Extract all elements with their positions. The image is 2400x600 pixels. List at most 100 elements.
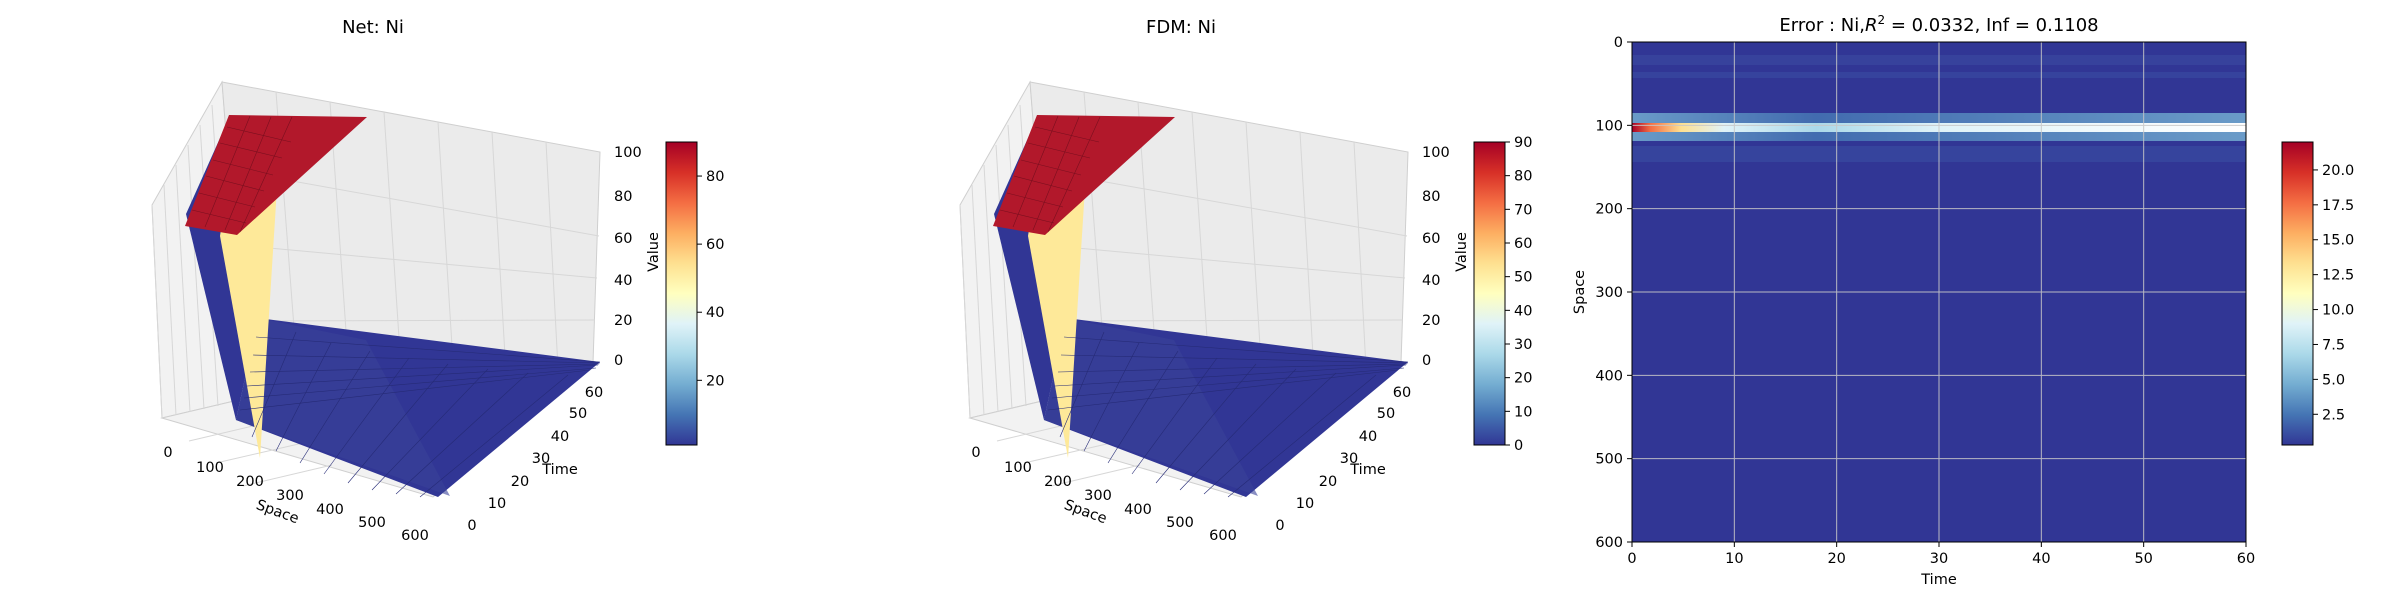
z-tick-label: 40 [1422,273,1440,289]
y-tick-label: 40 [551,429,569,445]
colorbar-ticks: 0 10 20 30 40 50 60 70 80 90 [1505,135,1532,454]
colorbar-tick-label: 12.5 [2322,268,2354,284]
floor-mesh-lines [239,331,601,498]
z-tick-label: 0 [614,353,623,369]
surface-mesh [185,115,601,498]
x-tick-label: 300 [276,488,304,504]
colorbar-tick-label: 60 [706,237,724,253]
y-tick-label: 30 [532,451,550,467]
y-tick-label: 40 [1359,429,1377,445]
x-axis-label: Time [1920,572,1957,588]
colorbar-tick-label: 10.0 [2322,303,2354,319]
z-tick-label: 80 [614,189,632,205]
y-tick-label: 0 [1614,35,1623,51]
colorbar: 2.5 5.0 7.5 10.0 12.5 15.0 17.5 20.0 [2281,141,2354,446]
x-tick-label: 300 [1084,488,1112,504]
colorbar-tick-label: 50 [1514,270,1532,286]
colorbar-tick-label: 90 [1514,135,1532,151]
x-tick-label: 500 [358,515,386,531]
colorbar-tick-label: 20 [706,373,724,389]
colorbar-gradient [2281,141,2314,446]
x-tick-label: 400 [1124,502,1152,518]
z-tick-label: 100 [614,145,642,161]
colorbar-tick-label: 30 [1514,337,1532,353]
colorbar-tick-label: 80 [1514,169,1532,185]
y-tick-label: 20 [511,474,529,490]
y-tick-label: 100 [1595,118,1623,134]
z-tick-label: 60 [1422,231,1440,247]
surface-shade [236,318,450,496]
x-tick-label: 20 [1827,551,1845,567]
x-tick-label: 600 [401,528,429,544]
surface-top [993,115,1175,235]
x-tick-label: 40 [2032,551,2050,567]
y-tick-label: 50 [569,406,587,422]
z-tick-label: 20 [614,313,632,329]
z-tick-label: 80 [1422,189,1440,205]
colorbar-tick-label: 20.0 [2322,163,2354,179]
chart-title: Error : Ni,R2 = 0.0332, Inf = 0.1108 [1779,13,2098,36]
x-tick-label: 200 [1044,474,1072,490]
y-axis: 0 10 20 30 40 50 60 Time [1275,385,1411,534]
top-mesh-lines [191,115,293,233]
colorbar-tick-label: 70 [1514,202,1532,218]
colorbar-tick-label: 5.0 [2322,372,2345,388]
colorbar-tick-label: 0 [1514,438,1523,454]
z-tick-label: 20 [1422,313,1440,329]
x-tick-label: 0 [971,445,980,461]
z-tick-label: 0 [1422,353,1431,369]
x-axis: 0 100 200 300 400 500 600 Space [163,445,428,544]
y-axis: 0 10 20 30 40 50 60 Time [467,385,603,534]
y-tick-label: 200 [1595,202,1623,218]
z-axis-label: Value [1454,232,1470,272]
colorbar-gradient [1473,141,1506,446]
x-tick-label: 10 [1725,551,1743,567]
z-tick-label: 100 [1422,145,1450,161]
x-tick-label: 600 [1209,528,1237,544]
y-tick-label: 10 [488,496,506,512]
colorbar-tick-label: 15.0 [2322,233,2354,249]
colorbar-tick-label: 40 [1514,303,1532,319]
colorbar-ticks: 20 40 60 80 [697,169,724,389]
z-axis-label: Value [646,232,662,272]
colorbar-gradient [665,141,698,446]
x-tick-label: 0 [163,445,172,461]
colorbar-tick-label: 40 [706,305,724,321]
y-tick-label: 10 [1296,496,1314,512]
colorbar-tick-label: 7.5 [2322,337,2345,353]
colorbar-tick-label: 10 [1514,404,1532,420]
colorbar-tick-label: 60 [1514,236,1532,252]
x-tick-label: 100 [1004,460,1032,476]
y-tick-label: 600 [1595,535,1623,551]
y-tick-label: 60 [1393,385,1411,401]
heatmap-grid [1632,42,2246,542]
y-tick-label: 500 [1595,452,1623,468]
colorbar: 0 10 20 30 40 50 60 70 80 90 [1473,135,1532,454]
colorbar-tick-label: 20 [1514,371,1532,387]
top-mesh-lines [999,115,1101,233]
y-tick-label: 400 [1595,368,1623,384]
surface-shade [1044,318,1258,496]
heatmap-chart-error: Error : Ni,R2 = 0.0332, Inf = 0.1108 Tim… [1572,13,2354,588]
colorbar: 20 40 60 80 [665,141,724,446]
y-tick-label: 0 [467,518,476,534]
surface-mesh [993,115,1409,498]
surface-chart-fdm: FDM: Ni [959,17,1532,544]
floor-mesh-lines [1047,331,1409,498]
surface-chart-net: Net: Ni [151,17,724,544]
colorbar-tick-label: 17.5 [2322,198,2354,214]
y-tick-label: 20 [1319,474,1337,490]
x-tick-label: 50 [2134,551,2152,567]
x-tick-label: 500 [1166,515,1194,531]
colorbar-tick-label: 80 [706,169,724,185]
y-tick-label: 300 [1595,285,1623,301]
y-axis-label: Space [1572,270,1588,314]
y-tick-label: 0 [1275,518,1284,534]
colorbar-ticks: 2.5 5.0 7.5 10.0 12.5 15.0 17.5 20.0 [2313,163,2354,423]
chart-title: FDM: Ni [1146,17,1216,38]
z-axis: 0 20 40 60 80 100 Value [614,145,662,369]
x-tick-label: 100 [196,460,224,476]
x-tick-label: 0 [1627,551,1636,567]
y-axis-label: Time [541,462,578,478]
